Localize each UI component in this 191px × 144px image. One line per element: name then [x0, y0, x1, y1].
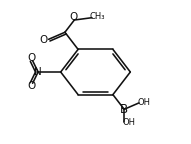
Text: O: O: [69, 12, 78, 22]
Text: N: N: [34, 67, 42, 77]
Text: CH₃: CH₃: [89, 13, 105, 21]
Text: O: O: [40, 35, 48, 45]
Text: O: O: [28, 81, 36, 91]
Text: O: O: [28, 53, 36, 63]
Text: OH: OH: [123, 118, 136, 127]
Text: OH: OH: [138, 98, 151, 107]
Text: B: B: [120, 103, 128, 116]
